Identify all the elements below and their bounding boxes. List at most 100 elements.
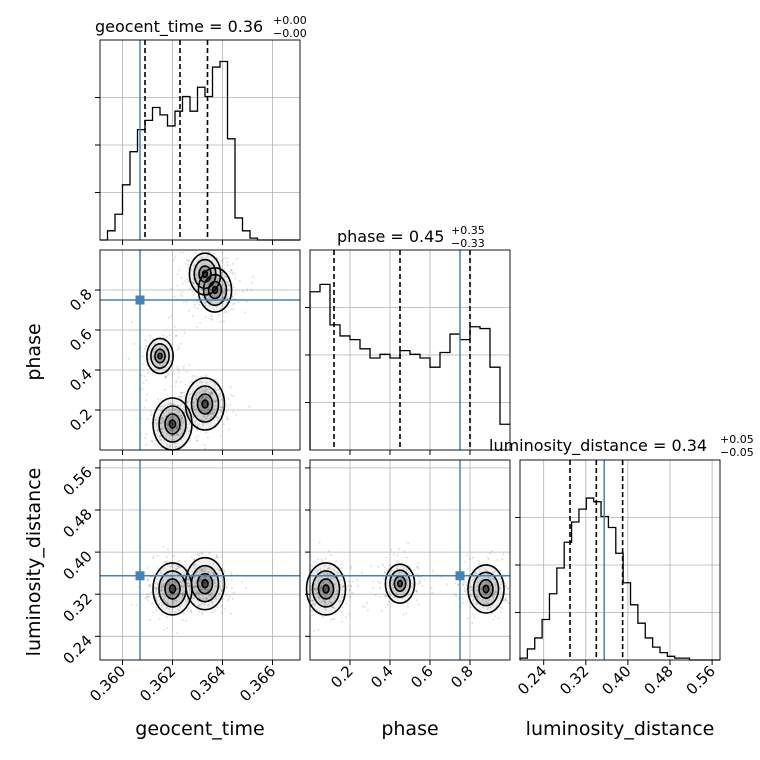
sample-point [349, 596, 352, 598]
sample-point [407, 571, 410, 574]
sample-point [404, 550, 406, 553]
sample-point [237, 301, 240, 304]
sample-point [163, 560, 166, 563]
sample-point [469, 572, 471, 575]
sample-point [328, 601, 331, 604]
sample-point [396, 567, 399, 570]
sample-point [165, 432, 168, 435]
density-level [483, 585, 489, 593]
sample-point [322, 572, 325, 575]
sample-point [204, 588, 207, 591]
sample-point [152, 611, 155, 613]
sample-point [214, 585, 217, 588]
histogram-step [519, 497, 720, 661]
sample-point [171, 600, 174, 603]
sample-point [326, 573, 329, 576]
sample-point [190, 380, 193, 383]
sample-point [246, 288, 249, 291]
sample-point [204, 289, 207, 292]
sample-point [185, 600, 187, 603]
sample-point [227, 281, 230, 284]
sample-point [195, 592, 198, 595]
sample-point [494, 584, 497, 586]
sample-point [222, 423, 225, 426]
sample-point [349, 567, 352, 570]
sample-point [199, 256, 202, 259]
sample-point [227, 397, 230, 400]
sample-point [194, 591, 197, 594]
sample-point [360, 571, 363, 574]
sample-point [208, 584, 211, 587]
sample-point [160, 397, 162, 400]
sample-point [485, 598, 487, 601]
sample-point [215, 283, 218, 286]
sample-point [176, 348, 179, 351]
sample-point [244, 586, 247, 589]
sample-point [177, 411, 180, 414]
sample-point [167, 403, 170, 406]
contour-line [168, 584, 177, 594]
sample-point [461, 602, 464, 605]
sample-point [231, 303, 234, 305]
sample-point [157, 368, 160, 371]
sample-point [201, 602, 204, 605]
sample-point [462, 583, 465, 586]
sample-point [175, 425, 178, 428]
sample-point [201, 553, 204, 555]
sample-point [213, 572, 215, 575]
sample-point [338, 600, 340, 603]
sample-point [200, 288, 203, 291]
sample-point [196, 425, 199, 428]
sample-point [215, 305, 218, 308]
sample-point [329, 591, 332, 593]
sample-point [184, 383, 187, 386]
sample-point [324, 603, 326, 605]
sample-point [164, 375, 167, 378]
sample-point [471, 556, 474, 559]
sample-point [172, 417, 175, 420]
sample-point [331, 576, 334, 579]
sample-point [499, 587, 502, 590]
sample-point [160, 422, 163, 425]
contour-line [211, 285, 219, 295]
sample-point [183, 394, 186, 397]
sample-point [473, 576, 476, 579]
sample-point [144, 596, 147, 599]
sample-point [500, 605, 503, 608]
sample-point [175, 426, 178, 429]
sample-point [156, 398, 159, 401]
sample-point [499, 597, 502, 600]
sample-point [173, 442, 176, 445]
sample-point [204, 301, 207, 304]
sample-point [345, 616, 348, 619]
sample-point [179, 251, 182, 254]
sample-point [212, 589, 214, 592]
sample-point [314, 603, 317, 606]
sample-point [170, 416, 173, 419]
density-level [397, 580, 403, 587]
sample-point [162, 567, 165, 570]
sample-point [505, 585, 508, 587]
sample-point [183, 420, 186, 423]
sample-point [223, 569, 226, 572]
contour-line [196, 393, 214, 415]
sample-point [218, 399, 221, 402]
sample-point [477, 596, 480, 599]
sample-point [374, 594, 377, 597]
sample-point [226, 586, 229, 589]
sample-point [194, 421, 197, 424]
sample-point [219, 435, 222, 438]
sample-point [383, 572, 386, 575]
sample-point [130, 603, 133, 606]
sample-point [326, 572, 329, 575]
sample-point [213, 400, 216, 403]
sample-point [468, 557, 471, 560]
sample-point [202, 598, 205, 601]
sample-point [214, 609, 217, 612]
sample-point [155, 425, 158, 428]
sample-point [334, 583, 337, 586]
sample-point [199, 321, 202, 324]
sample-point [181, 592, 184, 595]
sample-point [187, 607, 190, 610]
